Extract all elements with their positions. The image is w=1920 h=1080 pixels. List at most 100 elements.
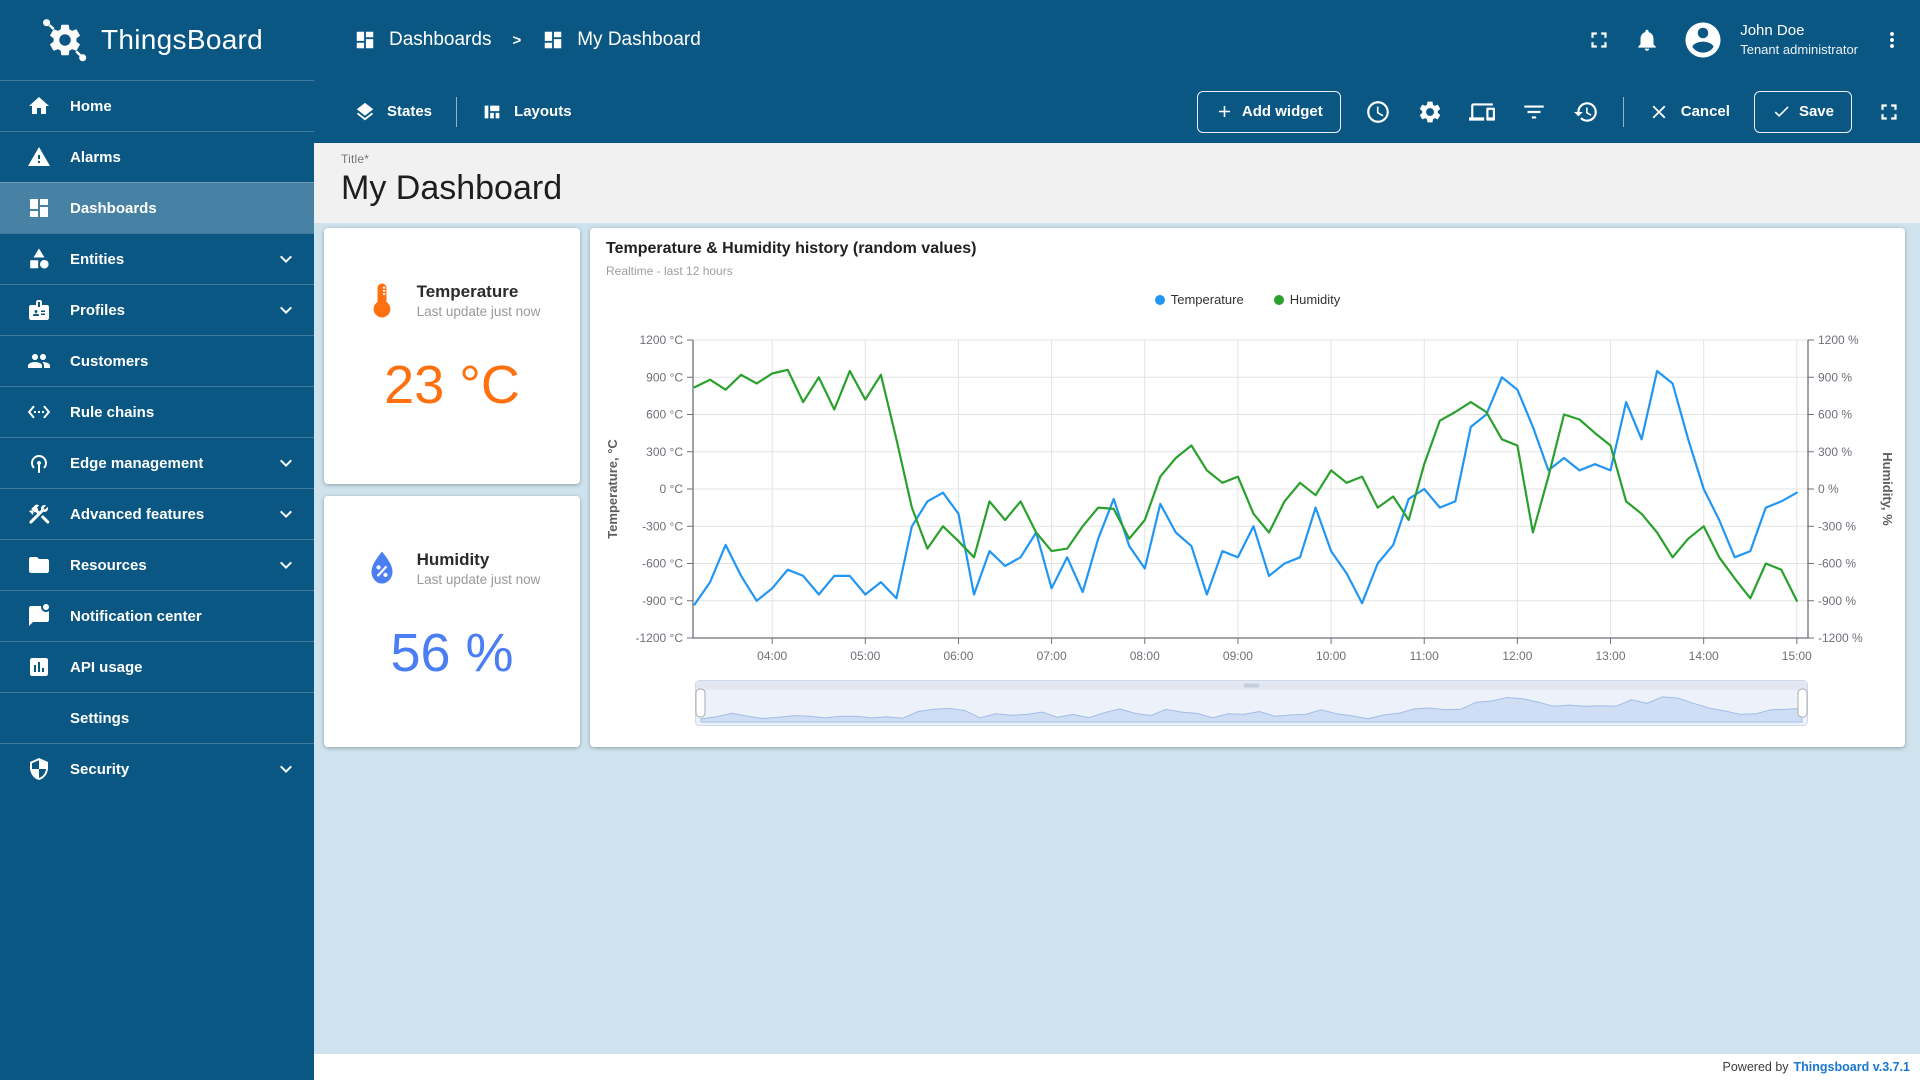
sidebar-item-label: Rule chains [70,403,155,421]
svg-text:-900 %: -900 % [1818,594,1856,608]
svg-text:15:00: 15:00 [1782,649,1812,663]
logo-text: ThingsBoard [101,24,264,55]
chart-minimap-scrollbar[interactable] [695,680,1808,726]
cancel-label: Cancel [1680,103,1730,120]
user-info: John Doe Tenant administrator [1740,21,1858,59]
toolbar-right-group: Add widget Cancel Save [1196,90,1902,133]
temperature-widget-header: Temperature Last update just now [324,280,580,320]
fullscreen-button[interactable] [1586,27,1612,53]
legend-temperature[interactable]: Temperature [1154,292,1244,307]
topbar-actions: John Doe Tenant administrator [1586,19,1904,61]
svg-text:04:00: 04:00 [757,649,787,663]
dashboard-icon [542,29,564,51]
widget-title: Temperature [416,281,519,301]
sidebar-item-alarms[interactable]: Alarms [0,131,314,182]
sidebar-item-label: Resources [70,556,147,574]
chevron-down-icon[interactable] [274,247,298,271]
widget-subtitle: Last update just now [416,571,541,587]
chevron-down-icon[interactable] [274,553,298,577]
sidebar-item-settings[interactable]: Settings [0,692,314,743]
sidebar-item-dashboards[interactable]: Dashboards [0,182,314,233]
sidebar-item-home[interactable]: Home [0,80,314,131]
thingsboard-logo[interactable]: ThingsBoard [0,0,314,80]
sidebar-item-profiles[interactable]: Profiles [0,284,314,335]
svg-text:05:00: 05:00 [850,649,880,663]
sidebar-item-label: Profiles [70,301,126,319]
sidebar-item-api-usage[interactable]: API usage [0,641,314,692]
minimap-left-handle[interactable] [695,688,706,718]
sidebar-item-customers[interactable]: Customers [0,335,314,386]
sidebar-item-resources[interactable]: Resources [0,539,314,590]
sidebar-item-security[interactable]: Security [0,743,314,794]
edge-management-icon [27,451,51,475]
states-icon [354,101,376,123]
widget-title: Humidity [416,549,490,569]
version-control-button[interactable] [1573,99,1599,125]
sidebar-item-rule-chains[interactable]: Rule chains [0,386,314,437]
chart-title: Temperature & Humidity history (random v… [606,240,977,257]
svg-text:-900 °C: -900 °C [642,594,683,608]
entity-aliases-button[interactable] [1521,99,1547,125]
chevron-down-icon[interactable] [274,451,298,475]
sidebar-item-notification-center[interactable]: Notification center [0,590,314,641]
save-button[interactable]: Save [1753,90,1852,133]
legend-humidity[interactable]: Humidity [1273,292,1340,307]
states-button[interactable]: States [354,101,432,123]
chevron-down-icon[interactable] [274,502,298,526]
add-widget-button[interactable]: Add widget [1196,90,1341,133]
topbar: Dashboards > My Dashboard John Doe Tenan… [314,0,1920,80]
svg-text:900 %: 900 % [1818,370,1852,384]
svg-text:-1200 %: -1200 % [1818,631,1863,645]
minimap-right-handle[interactable] [1797,688,1808,718]
layouts-button[interactable]: Layouts [481,101,572,123]
svg-text:14:00: 14:00 [1689,649,1719,663]
dashboard-title-bar: Title* My Dashboard [314,143,1920,223]
chart-plot[interactable]: -1200 °C -1200 % -900 °C -900 % -600 °C -600 … [590,318,1905,668]
toolbar-icon-buttons [1365,99,1599,125]
svg-text:0 °C: 0 °C [660,482,684,496]
sidebar-item-label: Entities [70,250,125,268]
sidebar-item-label: Security [70,760,130,778]
svg-text:-300 °C: -300 °C [642,519,683,533]
humidity-widget[interactable]: Humidity Last update just now 56 % [324,496,580,747]
footer: Powered by Thingsboard v.3.7.1 [314,1054,1920,1080]
sidebar-item-entities[interactable]: Entities [0,233,314,284]
sidebar: ThingsBoard Home Alarms Dashboards Entities… [0,0,314,1080]
cancel-button[interactable]: Cancel [1648,101,1730,123]
svg-text:Humidity, %: Humidity, % [1880,452,1895,526]
chevron-down-icon[interactable] [274,298,298,322]
layouts-label: Layouts [514,103,572,120]
dashboard-canvas: Temperature Last update just now 23 °C H… [314,223,1920,1080]
sidebar-item-label: API usage [70,658,143,676]
sidebar-item-advanced-features[interactable]: Advanced features [0,488,314,539]
sidebar-item-edge-management[interactable]: Edge management [0,437,314,488]
svg-text:12:00: 12:00 [1502,649,1532,663]
dashboard-settings-button[interactable] [1417,99,1443,125]
more-menu-button[interactable] [1880,28,1904,52]
temperature-widget[interactable]: Temperature Last update just now 23 °C [324,228,580,484]
avatar[interactable] [1682,19,1724,61]
user-name: John Doe [1740,22,1805,40]
page-title[interactable]: My Dashboard [341,169,563,207]
save-label: Save [1798,103,1834,120]
manage-layouts-button[interactable] [1468,99,1495,125]
svg-text:0 %: 0 % [1818,482,1839,496]
title-field-label: Title* [341,152,370,166]
advanced-features-icon [27,502,51,526]
svg-text:07:00: 07:00 [1037,649,1067,663]
notifications-bell-button[interactable] [1634,27,1660,53]
toolbar-fullscreen-button[interactable] [1876,99,1902,125]
svg-text:-300 %: -300 % [1818,519,1856,533]
thingsboard-version-link[interactable]: Thingsboard v.3.7.1 [1793,1060,1910,1074]
timewindow-button[interactable] [1365,99,1391,125]
chevron-down-icon[interactable] [274,757,298,781]
dashboard-edit-toolbar: States Layouts Add widget Cancel [314,80,1920,143]
chart-legend: Temperature Humidity [590,292,1905,307]
breadcrumb-dashboards[interactable]: Dashboards [389,29,492,50]
sidebar-item-label: Dashboards [70,199,157,217]
timeseries-chart-widget[interactable]: Temperature & Humidity history (random v… [590,228,1905,747]
entities-icon [27,247,51,271]
svg-text:1200 %: 1200 % [1818,333,1859,347]
series-line-humidity [693,368,1798,602]
humidity-droplet-icon [364,548,400,588]
